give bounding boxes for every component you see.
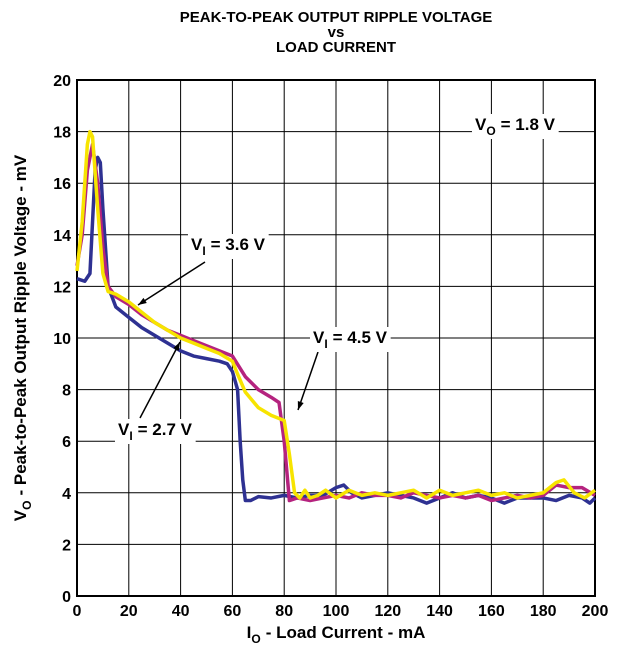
- arrow-head: [173, 342, 180, 351]
- label-symbol: V: [313, 328, 325, 347]
- x-tick-label: 80: [275, 603, 293, 620]
- label-symbol: V: [191, 235, 203, 254]
- chart-title: vs: [328, 24, 345, 41]
- label-subscript: O: [486, 124, 495, 138]
- label-subscript: O: [251, 632, 260, 646]
- arrow-head: [297, 401, 304, 410]
- x-tick-label: 0: [73, 603, 82, 620]
- x-tick-label: 180: [530, 603, 557, 620]
- label-symbol: V: [118, 420, 130, 439]
- label-text: = 2.7 V: [138, 420, 193, 439]
- label-subscript: I: [324, 337, 327, 351]
- label-box: [471, 114, 559, 139]
- x-tick-label: 100: [323, 603, 350, 620]
- x-tick-label: 140: [426, 603, 453, 620]
- label-text: = 4.5 V: [333, 328, 388, 347]
- chart-title: LOAD CURRENT: [276, 39, 396, 56]
- label-text: = 1.8 V: [501, 115, 556, 134]
- plot-frame: [76, 79, 596, 597]
- arrow-head: [138, 297, 147, 305]
- x-tick-label: 40: [172, 603, 190, 620]
- label-subscript: I: [129, 429, 132, 443]
- y-axis-label: VO - Peak-to-Peak Output Ripple Voltage -…: [11, 154, 34, 521]
- arrow-line: [139, 341, 181, 419]
- chart-title: PEAK-TO-PEAK OUTPUT RIPPLE VOLTAGE: [180, 9, 493, 26]
- label-text: = 3.6 V: [211, 235, 266, 254]
- x-tick-label: 120: [374, 603, 401, 620]
- y-tick-label: 20: [53, 73, 71, 90]
- series-line: [75, 129, 597, 500]
- y-tick-label: 4: [62, 486, 71, 503]
- x-tick-label: 60: [224, 603, 242, 620]
- y-tick-label: 8: [62, 383, 71, 400]
- series-label: VI = 2.7 V: [118, 420, 193, 443]
- arrow-line: [297, 351, 319, 411]
- y-tick-label: 18: [53, 125, 71, 142]
- label-box: [309, 327, 391, 352]
- label-subscript: I: [202, 244, 205, 258]
- y-tick-label: 10: [53, 331, 71, 348]
- label-symbol: V: [11, 509, 30, 521]
- x-tick-label: 20: [120, 603, 138, 620]
- x-tick-label: 200: [582, 603, 609, 620]
- y-tick-label: 6: [62, 434, 71, 451]
- label-box: [114, 419, 196, 444]
- y-tick-label: 0: [62, 589, 71, 606]
- y-tick-label: 16: [53, 176, 71, 193]
- label-box: [187, 234, 269, 259]
- label-symbol: I: [247, 623, 252, 642]
- series-line: [75, 142, 596, 503]
- label-subscript: O: [20, 501, 34, 510]
- arrow-line: [137, 261, 206, 306]
- y-tick-label: 2: [62, 537, 71, 554]
- x-tick-label: 160: [478, 603, 505, 620]
- y-tick-label: 12: [53, 279, 71, 296]
- x-axis-label: IO - Load Current - mA: [247, 623, 426, 646]
- label-text: - Load Current - mA: [266, 623, 426, 642]
- annotation: VO = 1.8 V: [475, 115, 556, 138]
- series-label: VI = 3.6 V: [191, 235, 266, 258]
- y-tick-label: 14: [53, 228, 71, 245]
- label-text: - Peak-to-Peak Output Ripple Voltage - m…: [11, 154, 30, 495]
- label-symbol: V: [475, 115, 487, 134]
- series-label: VI = 4.5 V: [313, 328, 388, 351]
